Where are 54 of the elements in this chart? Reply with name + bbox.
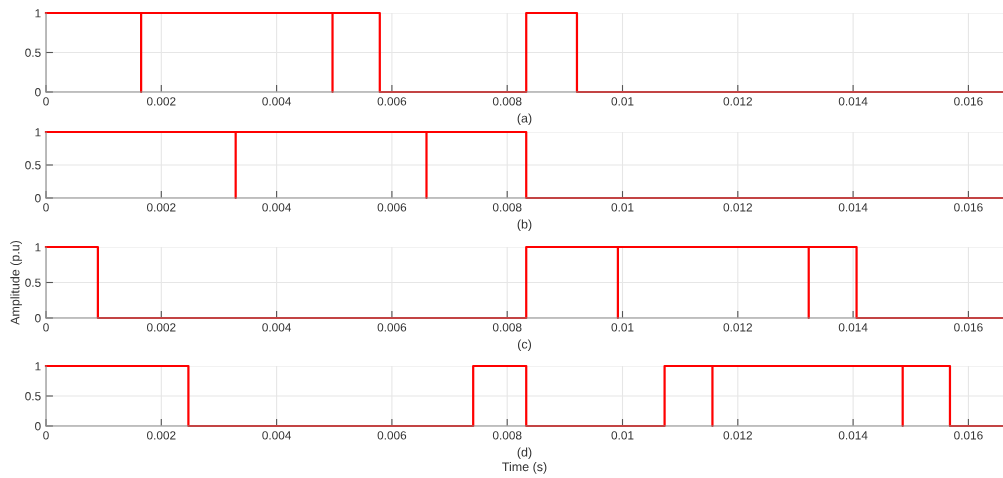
- x-tick-label: 0.01: [611, 203, 634, 212]
- x-tick-label: 0.004: [262, 203, 292, 212]
- x-tick-label: 0.012: [723, 203, 752, 212]
- x-tick-label: 0.014: [838, 97, 868, 106]
- x-tick-label: 0.012: [723, 431, 752, 440]
- y-tick-label: 1: [35, 128, 41, 137]
- y-tick-label: 1: [35, 9, 41, 18]
- text: Time (s): [502, 462, 547, 474]
- x-tick-label: 0.016: [954, 97, 983, 106]
- x-tick-label: 0.016: [954, 323, 983, 332]
- x-tick-label: 0: [43, 203, 49, 212]
- x-tick-label: 0.006: [377, 203, 407, 212]
- x-tick-label: 0.01: [611, 323, 634, 332]
- y-tick-label: 0: [35, 88, 41, 97]
- x-tick-label: 0.006: [377, 431, 407, 440]
- x-tick-label: 0.002: [146, 323, 176, 332]
- y-tick-label: 0.5: [25, 161, 41, 170]
- x-tick-label: 0.004: [262, 323, 292, 332]
- x-tick-label: 0.016: [954, 203, 983, 212]
- x-tick-label: 0.016: [954, 431, 983, 440]
- x-tick-label: 0: [43, 323, 49, 332]
- y-tick-label: 0: [35, 194, 41, 203]
- x-tick-label: 0.014: [838, 203, 868, 212]
- x-tick-label: 0.004: [262, 97, 292, 106]
- x-tick-label: 0.008: [492, 97, 522, 106]
- y-tick-label: 0: [35, 314, 41, 323]
- y-axis-title: Amplitude (p.u): [10, 240, 22, 325]
- x-tick-label: 0.014: [838, 431, 868, 440]
- x-tick-label: 0.006: [377, 97, 407, 106]
- x-axis-title: (a): [517, 113, 532, 126]
- y-tick-label: 1: [35, 362, 41, 371]
- x-tick-label: 0.002: [146, 431, 176, 440]
- y-tick-label: 1: [35, 243, 41, 252]
- y-tick-label: 0.5: [25, 48, 41, 57]
- y-tick-label: 0.5: [25, 392, 41, 401]
- x-tick-label: 0.002: [146, 97, 176, 106]
- x-axis-title: (b): [517, 219, 532, 232]
- y-tick-label: 0: [35, 422, 41, 431]
- y-tick-label: 0.5: [25, 278, 41, 287]
- x-tick-label: 0.012: [723, 323, 752, 332]
- x-axis-title: (d): [517, 447, 532, 460]
- x-tick-label: 0.004: [262, 431, 292, 440]
- x-tick-label: 0.008: [492, 323, 522, 332]
- x-tick-label: 0.008: [492, 431, 522, 440]
- x-tick-label: 0.01: [611, 431, 634, 440]
- x-tick-label: 0.014: [838, 323, 868, 332]
- x-axis-title: (c): [517, 339, 532, 352]
- x-tick-label: 0.012: [723, 97, 752, 106]
- x-tick-label: 0.008: [492, 203, 522, 212]
- x-tick-label: 0: [43, 97, 49, 106]
- x-tick-label: 0.01: [611, 97, 634, 106]
- x-tick-label: 0.002: [146, 203, 176, 212]
- x-tick-label: 0.006: [377, 323, 407, 332]
- x-tick-label: 0: [43, 431, 49, 440]
